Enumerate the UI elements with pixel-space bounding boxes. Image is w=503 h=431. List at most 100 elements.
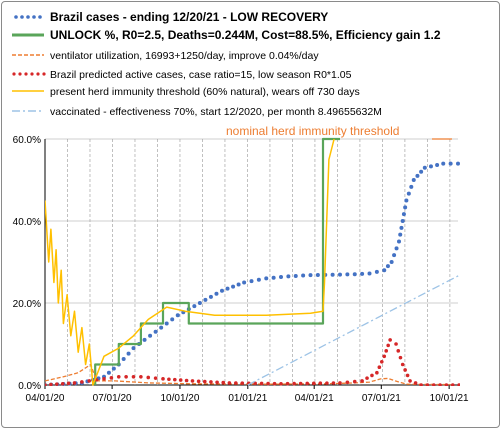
legend-swatch-cases: [38, 15, 42, 19]
data-point-active: [403, 368, 407, 372]
data-point-cases: [142, 337, 147, 342]
data-point-cases: [106, 370, 111, 375]
data-point-cases: [131, 346, 136, 351]
data-point-active: [375, 370, 379, 375]
data-point-active: [325, 381, 329, 385]
data-point-cases: [463, 162, 467, 166]
data-point-cases: [286, 274, 291, 279]
legend-swatch-cases: [20, 15, 24, 19]
data-point-cases: [197, 301, 202, 305]
data-point-active: [184, 378, 189, 383]
y-axis: 0.0% 20.0% 40.0% 60.0%: [13, 135, 41, 392]
data-point-cases: [394, 246, 399, 251]
x-tick-label: 07/01/20: [93, 393, 132, 404]
data-point-active: [45, 383, 47, 386]
data-point-active: [408, 379, 412, 383]
data-point-active: [215, 380, 219, 385]
data-point-cases: [389, 260, 394, 264]
data-point-cases: [404, 198, 409, 203]
data-point-cases: [148, 333, 153, 338]
data-point-active: [396, 349, 401, 353]
data-point-cases: [301, 273, 306, 278]
series-ventilator: [45, 363, 451, 386]
data-point-cases: [208, 294, 213, 299]
data-point-active: [173, 377, 177, 382]
data-point-active: [431, 383, 436, 386]
x-tick-label: 01/01/21: [228, 393, 267, 404]
series-line-herd: [45, 138, 335, 386]
data-point-cases: [192, 304, 197, 309]
data-point-cases: [406, 191, 411, 196]
data-point-cases: [419, 169, 424, 174]
data-point-cases: [415, 173, 420, 178]
data-point-active: [196, 379, 201, 384]
data-point-active: [178, 378, 183, 382]
data-point-cases: [220, 288, 224, 293]
x-tick-label: 07/01/21: [362, 393, 401, 404]
data-point-active: [450, 383, 455, 386]
data-point-active: [444, 383, 449, 386]
data-point-cases: [279, 275, 283, 280]
data-point-active: [202, 379, 207, 384]
data-point-active: [398, 355, 403, 360]
data-point-active: [370, 373, 374, 378]
data-point-active: [400, 362, 405, 367]
herd-threshold-annotation: nominal herd immunity threshold: [226, 124, 399, 138]
data-point-cases: [242, 280, 247, 285]
data-point-active: [311, 381, 316, 386]
legend-label-unlock: UNLOCK %, R0=2.5, Deaths=0.244M, Cost=88…: [50, 28, 441, 42]
series-layer: [45, 137, 468, 387]
data-point-cases: [175, 313, 180, 318]
data-point-active: [413, 381, 418, 385]
y-tick-label: 60.0%: [13, 135, 41, 146]
data-point-cases: [456, 161, 460, 166]
data-point-active: [87, 379, 92, 383]
legend-swatch-cases: [32, 15, 36, 19]
data-point-cases: [367, 271, 372, 276]
data-point-active: [146, 375, 151, 380]
data-point-active: [279, 381, 283, 386]
data-point-active: [298, 381, 303, 386]
legend-label-vaccinated: vaccinated - effectiveness 70%, start 12…: [50, 106, 382, 118]
data-point-active: [139, 375, 143, 379]
data-point-cases: [214, 291, 219, 296]
data-point-active: [161, 377, 165, 381]
data-point-active: [131, 375, 136, 379]
data-point-active: [318, 381, 323, 386]
data-point-active: [377, 365, 382, 370]
data-point-cases: [159, 325, 164, 330]
data-point-active: [80, 380, 84, 384]
data-point-active: [419, 383, 423, 386]
data-point-active: [153, 376, 158, 380]
data-point-cases: [400, 219, 405, 223]
data-point-active: [259, 381, 264, 386]
data-point-cases: [170, 317, 175, 322]
data-point-active: [272, 381, 277, 386]
data-point-cases: [397, 239, 401, 244]
data-point-active: [338, 381, 342, 385]
data-point-cases: [435, 162, 440, 167]
data-point-cases: [338, 272, 342, 277]
series-unlock: [94, 137, 340, 385]
data-point-active: [60, 381, 65, 386]
data-point-cases: [448, 161, 453, 166]
data-point-cases: [111, 366, 116, 371]
legend-label-ventilator: ventilator utilization, 16993+1250/day, …: [50, 50, 319, 62]
y-tick-label: 40.0%: [13, 217, 41, 228]
data-point-active: [190, 379, 195, 383]
data-point-active: [384, 349, 389, 353]
data-point-active: [464, 383, 468, 387]
data-point-active: [438, 383, 442, 386]
data-point-active: [221, 380, 226, 385]
gridlines: [44, 138, 458, 389]
data-point-active: [292, 381, 296, 386]
legend-label-cases: Brazil cases - ending 12/20/21 - LOW REC…: [50, 10, 328, 24]
data-point-active: [102, 377, 106, 381]
y-tick-label: 20.0%: [13, 299, 41, 310]
data-point-cases: [315, 272, 320, 277]
y-tick-label: 0.0%: [18, 381, 41, 392]
data-point-cases: [308, 273, 313, 278]
data-point-cases: [382, 268, 387, 273]
series-line-ventilator: [45, 363, 451, 386]
data-point-active: [49, 382, 53, 386]
